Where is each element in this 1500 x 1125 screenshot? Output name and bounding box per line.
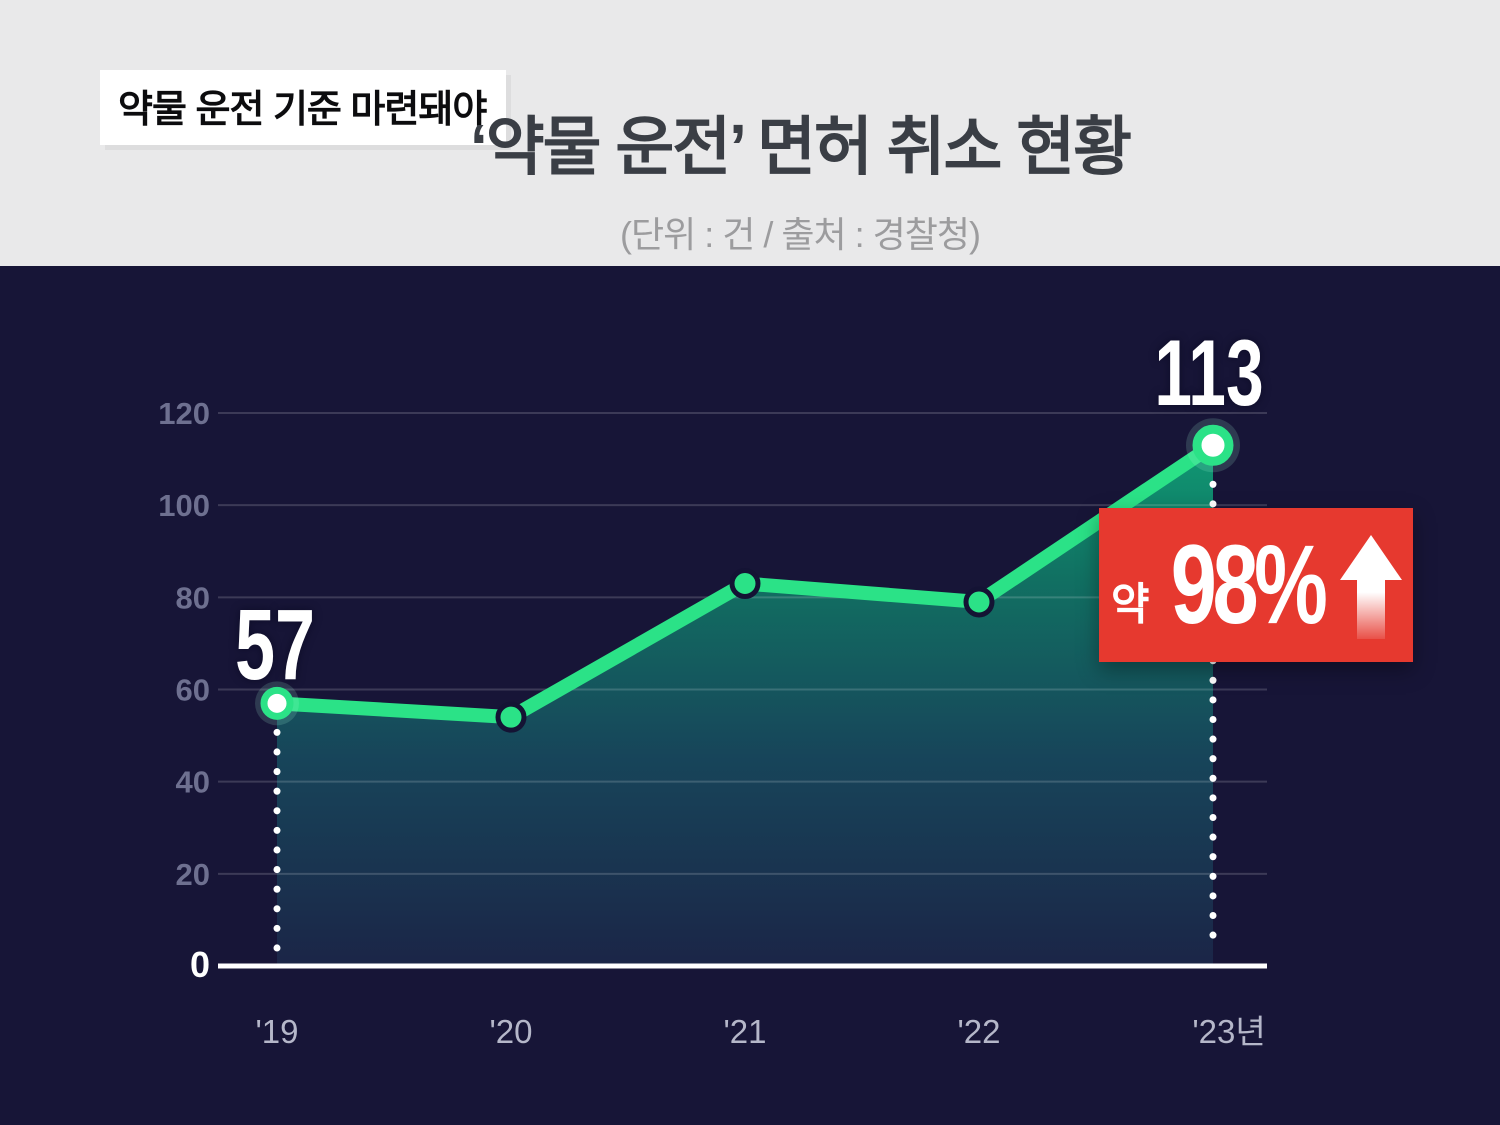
chart-unit-source: (단위 : 건 / 출처 : 경찰청)	[620, 214, 981, 255]
x-tick-label: '21	[723, 1013, 766, 1050]
percent-change-badge: 약 98%	[1099, 508, 1413, 662]
x-tick-label: '22	[957, 1013, 1000, 1050]
y-tick-label: 40	[176, 765, 210, 800]
last-point-value-label: 113	[1154, 320, 1264, 425]
chart-area-fill	[277, 445, 1213, 967]
y-tick-label: 120	[158, 396, 210, 431]
y-tick-label: 20	[176, 857, 210, 892]
y-tick-label: 80	[176, 580, 210, 615]
header-band: 약물 운전 기준 마련돼야 ‘약물 운전’ 면허 취소 현황 (단위 : 건 /…	[0, 0, 1500, 266]
data-point-highlight	[1192, 424, 1234, 466]
y-tick-label: 60	[176, 673, 210, 708]
change-prefix-label: 약	[1110, 580, 1150, 629]
x-tick-label: '19	[255, 1013, 298, 1050]
y-tick-label: 100	[158, 488, 210, 523]
x-tick-label: '23년	[1192, 1013, 1265, 1050]
news-kicker-badge: 약물 운전 기준 마련돼야	[100, 70, 507, 145]
change-value-label: 98%	[1170, 522, 1328, 647]
data-point	[729, 568, 761, 600]
page-title: ‘약물 운전’ 면허 취소 현황	[470, 111, 1132, 183]
data-point	[963, 586, 995, 618]
x-tick-label: '20	[489, 1013, 532, 1050]
data-point-highlight	[260, 686, 294, 720]
first-point-value-label: 57	[234, 589, 316, 701]
y-tick-label: 0	[190, 944, 210, 985]
data-point	[495, 701, 527, 733]
up-arrow-icon	[1340, 535, 1403, 639]
